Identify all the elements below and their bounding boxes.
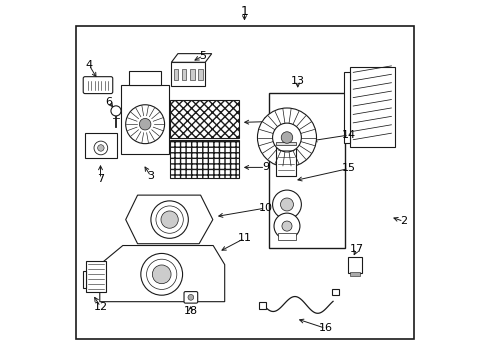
Bar: [173, 69, 178, 80]
Bar: [86, 261, 106, 292]
Bar: [198, 69, 203, 80]
Polygon shape: [171, 54, 211, 62]
Polygon shape: [125, 195, 212, 244]
Bar: [331, 289, 338, 295]
Circle shape: [151, 201, 188, 238]
Bar: [268, 93, 344, 248]
Circle shape: [152, 265, 171, 284]
Circle shape: [272, 123, 301, 152]
Text: 5: 5: [199, 51, 206, 61]
Circle shape: [125, 105, 164, 144]
Bar: [171, 62, 205, 86]
Text: 13: 13: [290, 76, 304, 86]
Bar: [277, 233, 296, 240]
Text: 8: 8: [261, 117, 268, 127]
Bar: [349, 272, 359, 276]
Bar: [82, 271, 86, 288]
Text: 10: 10: [258, 203, 272, 213]
Text: 7: 7: [97, 174, 104, 184]
Bar: [347, 257, 362, 273]
Bar: [170, 100, 239, 138]
Circle shape: [187, 294, 193, 300]
Text: 16: 16: [318, 323, 332, 333]
Bar: [76, 26, 413, 339]
Text: 17: 17: [349, 244, 363, 254]
Circle shape: [161, 211, 178, 228]
Text: 14: 14: [341, 130, 355, 140]
Circle shape: [280, 198, 293, 211]
Text: 4: 4: [85, 60, 92, 70]
Text: 9: 9: [261, 162, 268, 172]
Bar: [258, 302, 265, 309]
Circle shape: [281, 132, 292, 143]
Polygon shape: [100, 246, 224, 302]
Circle shape: [282, 221, 291, 231]
Circle shape: [273, 213, 299, 239]
Circle shape: [111, 106, 121, 116]
Bar: [276, 145, 295, 176]
FancyBboxPatch shape: [83, 77, 113, 94]
Circle shape: [141, 253, 182, 295]
Circle shape: [272, 190, 301, 219]
Circle shape: [94, 141, 107, 155]
Text: 11: 11: [237, 233, 251, 243]
Bar: [349, 67, 394, 147]
Bar: [85, 133, 117, 158]
Text: 6: 6: [105, 96, 112, 107]
Circle shape: [98, 145, 104, 151]
Text: 15: 15: [341, 163, 355, 174]
Bar: [189, 69, 194, 80]
Bar: [129, 71, 161, 85]
Bar: [121, 85, 168, 154]
Text: 3: 3: [147, 171, 154, 181]
Text: 2: 2: [399, 216, 407, 226]
FancyBboxPatch shape: [183, 292, 197, 303]
Text: 1: 1: [240, 5, 248, 18]
Bar: [170, 140, 239, 178]
Bar: [182, 69, 186, 80]
Circle shape: [139, 118, 151, 130]
Bar: [276, 142, 295, 145]
Text: 18: 18: [183, 306, 197, 316]
Bar: [344, 72, 349, 143]
Circle shape: [257, 108, 316, 167]
Text: 12: 12: [93, 302, 107, 312]
